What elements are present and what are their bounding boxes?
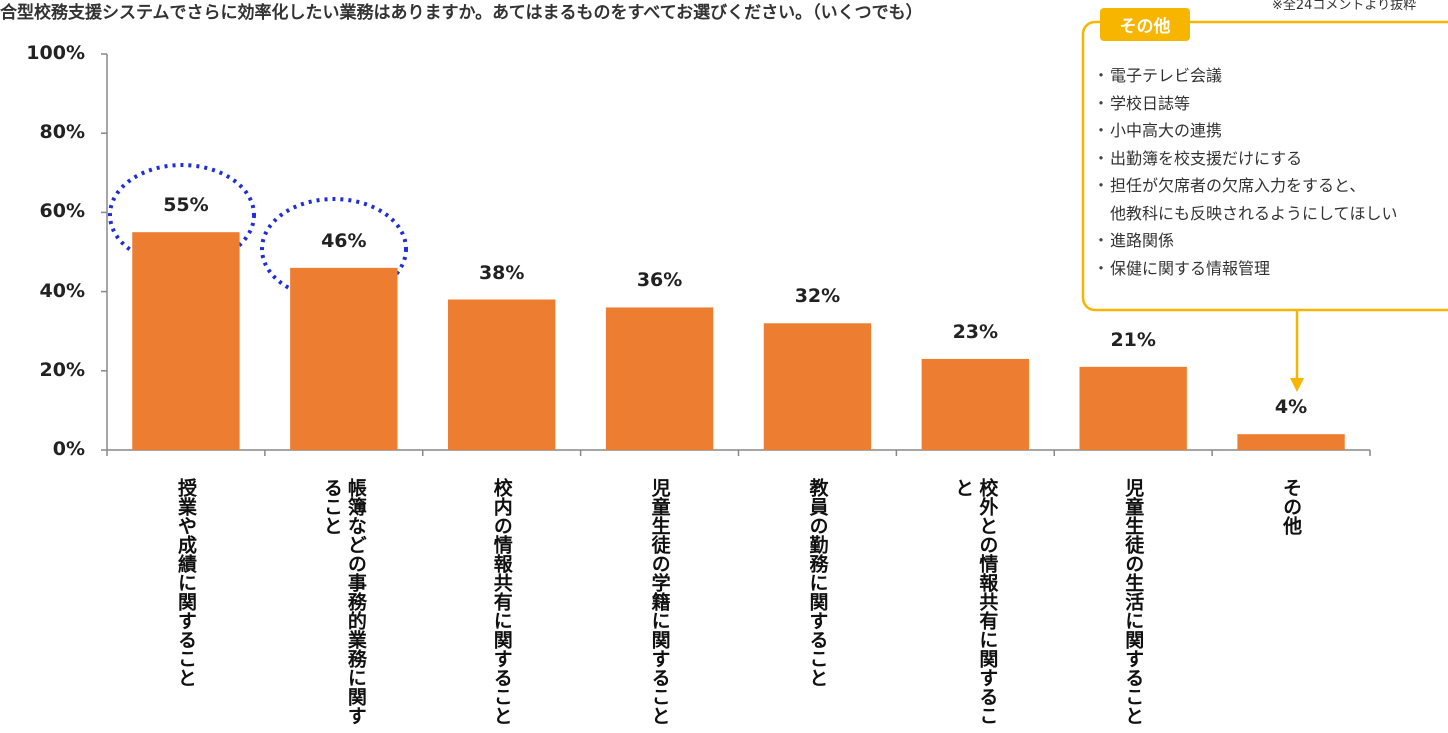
bar (605, 307, 714, 450)
y-tick-label: 100% (26, 42, 85, 64)
x-tick-label: 校内の情報共有に関すること (490, 478, 513, 725)
value-label: 46% (321, 229, 367, 252)
value-label: 21% (1110, 328, 1156, 351)
bullet: ・ (1093, 231, 1110, 250)
x-tick-label: その他 (1280, 478, 1303, 535)
value-label: 36% (636, 269, 683, 292)
value-label: 55% (163, 194, 209, 217)
callout-tag (1100, 8, 1190, 41)
callout-item: 保健に関する情報管理 (1110, 258, 1271, 278)
callout-item: 小中高大の連携 (1110, 121, 1223, 140)
bullet: ・ (1093, 176, 1110, 195)
y-tick-label: 0% (52, 438, 85, 460)
bar (290, 267, 398, 450)
callout-item: 電子テレビ会議 (1110, 66, 1223, 85)
bar (1079, 366, 1187, 450)
bar (1237, 434, 1345, 450)
value-label: 38% (478, 261, 525, 284)
bar (921, 358, 1029, 450)
callout-item: 他教科にも反映されるようにしてほしい (1110, 203, 1398, 223)
bullet: ・ (1093, 66, 1110, 85)
note: ※全24コメントより抜粋 (1272, 0, 1417, 13)
y-tick-label: 40% (39, 279, 85, 302)
bar (132, 232, 240, 450)
value-label: 23% (952, 320, 999, 343)
callout-arrowhead (1290, 378, 1304, 392)
value-label: 4% (1274, 396, 1308, 419)
x-tick-label: 帳簿などの事務的業務に関すること (320, 478, 367, 725)
callout-title: その他 (1119, 17, 1171, 37)
y-tick-label: 80% (39, 121, 85, 144)
callout-item: 進路関係 (1110, 231, 1175, 250)
x-tick-label: 児童生徒の生活に関すること (1122, 478, 1145, 725)
bar (448, 299, 556, 450)
bullet: ・ (1093, 148, 1110, 168)
callout-item: 担任が欠席者の欠席入力をすると、 (1110, 176, 1366, 195)
callout-item: 学校日誌等 (1110, 93, 1191, 113)
x-tick-label: 児童生徒の学籍に関すること (648, 478, 671, 725)
x-tick-label: 授業や成績に関すること (174, 478, 197, 687)
x-tick-label: 校外との情報共有に関すること (952, 478, 999, 725)
chart-title: 合型校務支援システムでさらに効率化したい業務はありますか。あてはまるものをすべて… (0, 3, 923, 23)
bullet: ・ (1093, 258, 1110, 278)
bullet: ・ (1093, 121, 1110, 140)
callout-box (1081, 20, 1448, 312)
x-tick-label: 教員の勤務に関すること (806, 478, 829, 687)
bar (763, 323, 872, 450)
y-tick-label: 20% (39, 358, 85, 381)
callout-item: 出勤簿を校支援だけにする (1110, 148, 1303, 168)
y-tick-label: 60% (39, 200, 85, 223)
bullet: ・ (1093, 93, 1110, 113)
value-label: 32% (794, 285, 841, 308)
